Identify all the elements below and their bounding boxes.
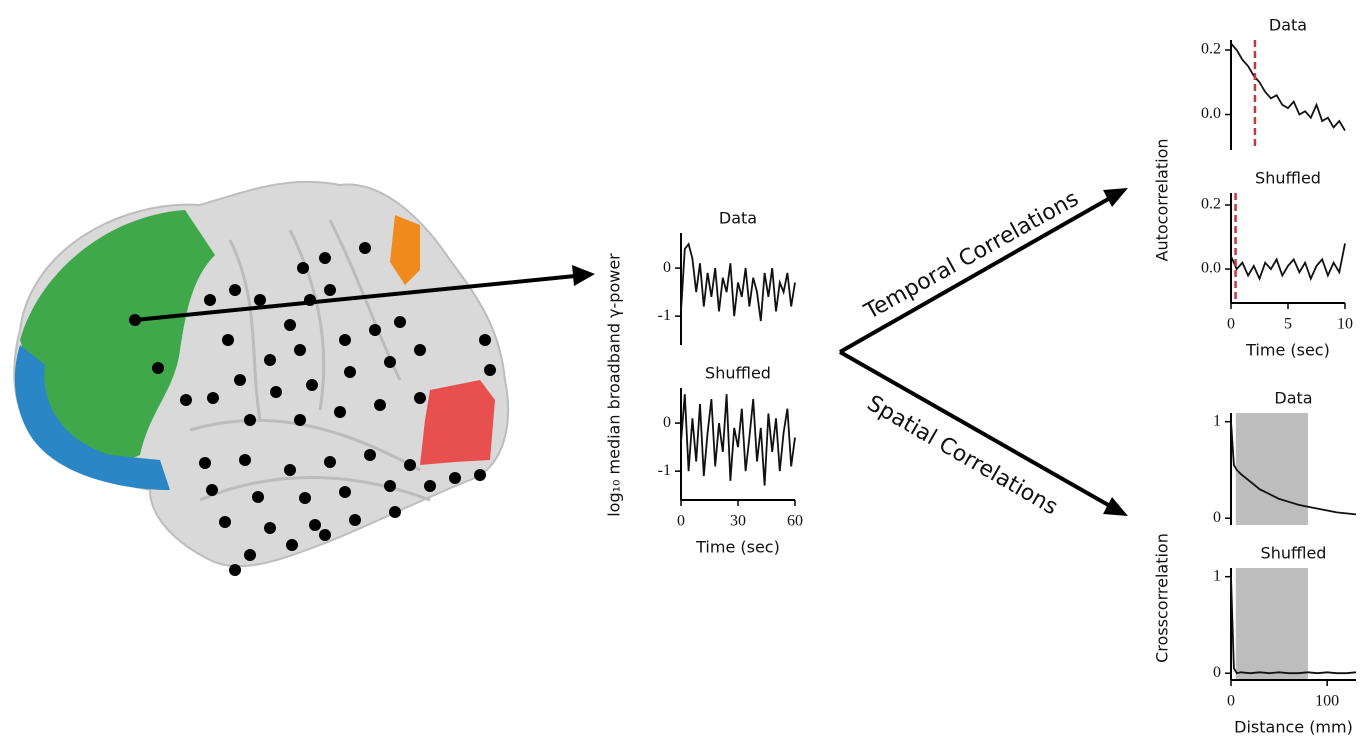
subplot-title: Shuffled [705,364,771,383]
x-axis-label: Time (sec) [695,538,780,557]
y-tick-label: 0.0 [1201,260,1221,277]
x-tick-label: 10 [1337,316,1353,333]
y-tick-label: 1 [1213,412,1221,429]
y-tick-label: -1 [658,462,671,479]
shaded-region [1236,568,1308,680]
x-axis-label: Distance (mm) [1234,718,1353,737]
x-tick-label: 0 [1227,316,1235,333]
y-tick-label: 0.2 [1201,196,1221,213]
annotation: Temporal Correlations [860,186,1083,325]
y-tick-label: 0 [1213,664,1221,681]
x-tick-label: 100 [1315,693,1339,710]
subplot-title: Data [719,209,757,228]
subplot-title: Shuffled [1261,544,1327,563]
data-line [1231,243,1345,278]
data-line [681,244,795,321]
y-tick-label: 1 [1213,567,1221,584]
data-line [1231,44,1345,131]
x-tick-label: 5 [1284,316,1292,333]
annotation: Spatial Correlations [863,391,1062,520]
x-axis-label: Time (sec) [1245,341,1330,360]
subplot-title: Data [1269,16,1307,35]
brain [14,182,508,576]
y-tick-label: -1 [658,307,671,324]
y-axis-label: log₁₀ median broadband γ-power [605,253,624,517]
data-line [681,394,795,485]
x-tick-label: 30 [730,513,746,530]
x-tick-label: 0 [1227,693,1235,710]
subplot-title: Data [1274,389,1312,408]
y-tick-label: 0 [1213,509,1221,526]
y-tick-label: 0 [663,414,671,431]
shaded-region [1236,413,1308,525]
y-tick-label: 0 [663,259,671,276]
x-tick-label: 60 [787,513,803,530]
y-axis-label: Autocorrelation [1153,139,1172,262]
y-tick-label: 0.0 [1201,105,1221,122]
y-tick-label: 0.2 [1201,41,1221,58]
y-axis-label: Crosscorrelation [1153,533,1172,663]
subplot-title: Shuffled [1255,169,1321,188]
x-tick-label: 0 [677,513,685,530]
figure: Temporal Correlations Spatial Correlatio… [0,0,1369,740]
